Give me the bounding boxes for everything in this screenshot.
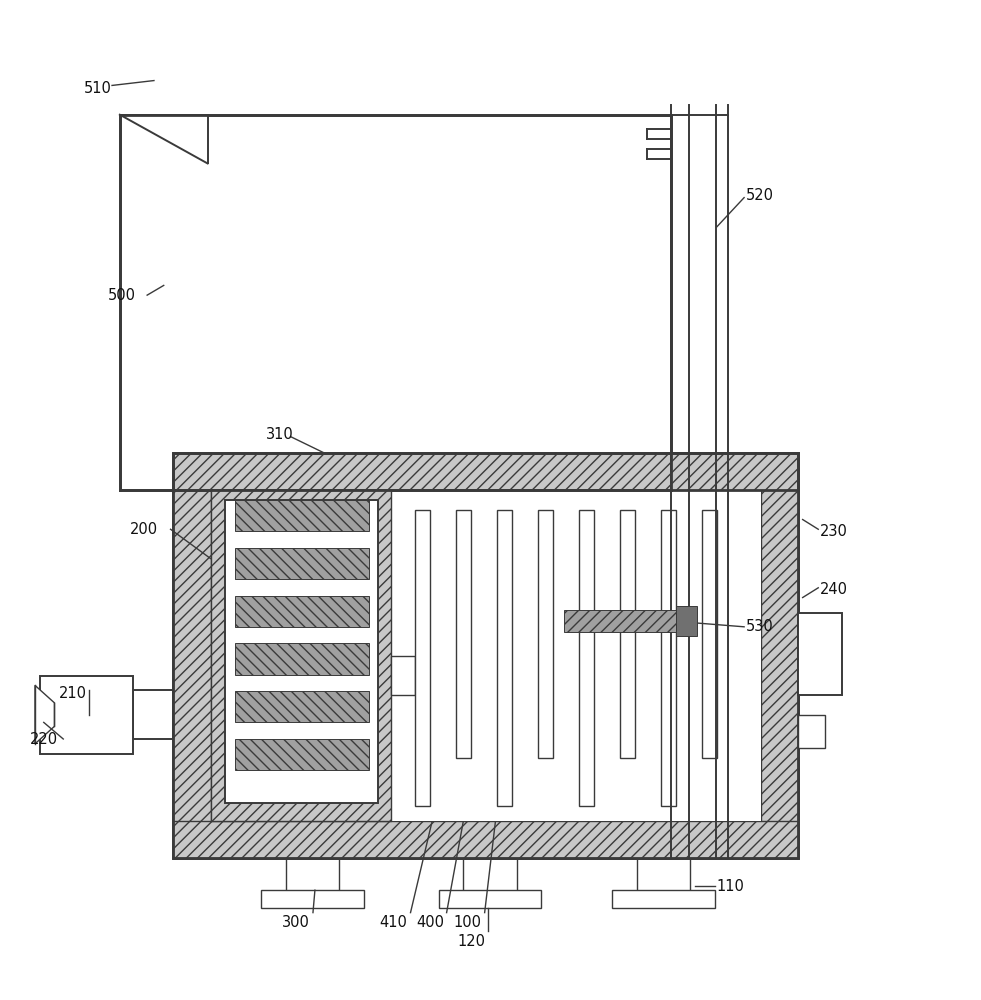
- Bar: [234, 596, 369, 627]
- Text: 110: 110: [717, 879, 745, 894]
- Bar: [439, 890, 542, 908]
- Text: 410: 410: [379, 915, 407, 930]
- Bar: [174, 453, 211, 858]
- Bar: [133, 690, 173, 739]
- Bar: [211, 490, 391, 821]
- Text: 210: 210: [60, 686, 87, 701]
- Text: 220: 220: [30, 732, 58, 747]
- Bar: [702, 510, 717, 758]
- Text: 120: 120: [457, 934, 485, 949]
- Text: 520: 520: [747, 188, 774, 203]
- Bar: [174, 453, 798, 858]
- Bar: [676, 606, 697, 636]
- Bar: [285, 858, 339, 895]
- Bar: [456, 510, 471, 758]
- Bar: [497, 510, 512, 806]
- Bar: [612, 890, 715, 908]
- Bar: [579, 510, 594, 806]
- Text: 230: 230: [820, 524, 849, 539]
- Text: 400: 400: [416, 915, 444, 930]
- Bar: [234, 691, 369, 722]
- Bar: [234, 548, 369, 579]
- Polygon shape: [35, 685, 55, 744]
- Bar: [40, 676, 133, 754]
- Bar: [226, 500, 379, 803]
- Bar: [661, 510, 676, 806]
- Bar: [798, 613, 842, 695]
- Bar: [539, 510, 553, 758]
- Bar: [174, 821, 798, 858]
- Bar: [234, 643, 369, 675]
- Text: 530: 530: [747, 619, 774, 634]
- Text: 510: 510: [83, 81, 112, 96]
- Bar: [415, 510, 430, 806]
- Bar: [261, 890, 364, 908]
- Bar: [234, 739, 369, 770]
- Bar: [760, 453, 798, 858]
- Text: 240: 240: [820, 582, 849, 597]
- Bar: [174, 453, 798, 858]
- Bar: [620, 510, 635, 758]
- Bar: [463, 858, 517, 895]
- Bar: [564, 610, 676, 632]
- Polygon shape: [120, 115, 208, 163]
- Text: 310: 310: [266, 427, 294, 442]
- Text: 500: 500: [108, 288, 136, 303]
- Text: 100: 100: [453, 915, 481, 930]
- Text: 200: 200: [129, 522, 158, 537]
- Bar: [234, 500, 369, 531]
- Bar: [391, 656, 415, 695]
- Text: 300: 300: [282, 915, 309, 930]
- Bar: [637, 858, 691, 895]
- Bar: [174, 453, 798, 490]
- Bar: [120, 115, 671, 490]
- Bar: [798, 715, 825, 748]
- Bar: [211, 490, 760, 821]
